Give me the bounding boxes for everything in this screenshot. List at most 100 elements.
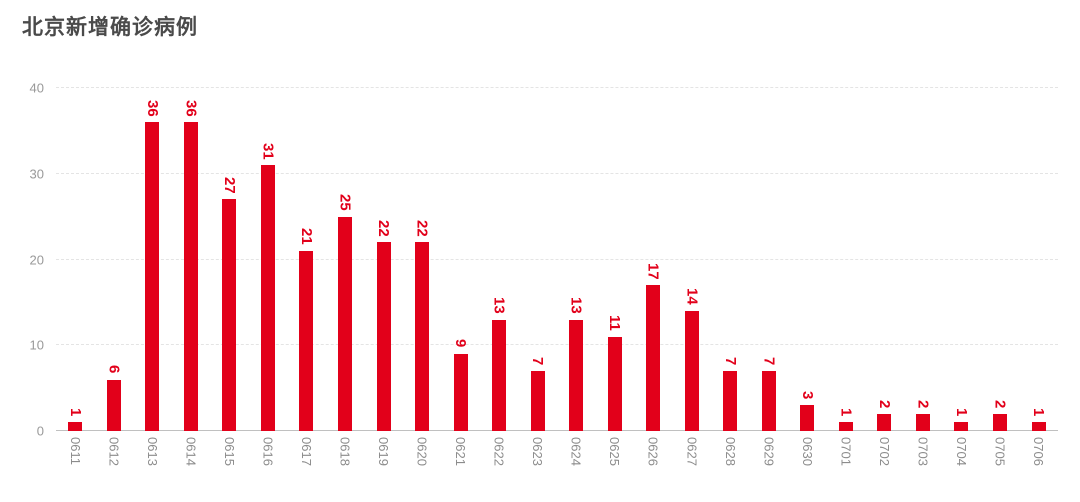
bar-column-0613: 36 bbox=[133, 88, 172, 431]
x-tick-label-0625: 0625 bbox=[607, 437, 623, 466]
bar-value-label-0619: 22 bbox=[375, 219, 393, 237]
bar-column-0623: 7 bbox=[518, 88, 557, 431]
x-tick-cell-0702: 0702 bbox=[865, 437, 904, 466]
y-tick-label-30: 30 bbox=[29, 166, 44, 182]
bar-value-label-0627: 14 bbox=[683, 288, 701, 305]
bar-column-0611: 1 bbox=[56, 88, 95, 431]
bar-0625 bbox=[607, 336, 622, 431]
bar-column-0703: 2 bbox=[904, 88, 943, 431]
x-tick-label-0623: 0623 bbox=[530, 437, 546, 466]
x-tick-cell-0628: 0628 bbox=[711, 437, 750, 466]
x-tick-cell-0617: 0617 bbox=[287, 437, 326, 466]
x-tick-label-0624: 0624 bbox=[568, 437, 584, 466]
y-tick-label-20: 20 bbox=[29, 252, 44, 267]
x-tick-label-0617: 0617 bbox=[298, 437, 314, 466]
bar-column-0704: 1 bbox=[942, 88, 981, 431]
bar-column-0705: 2 bbox=[981, 88, 1020, 431]
y-tick-label-40: 40 bbox=[29, 80, 44, 96]
x-tick-label-0613: 0613 bbox=[144, 437, 160, 466]
bar-0621 bbox=[453, 353, 468, 431]
x-tick-cell-0615: 0615 bbox=[210, 437, 249, 466]
bar-column-0626: 17 bbox=[634, 88, 673, 431]
bar-column-0617: 21 bbox=[287, 88, 326, 431]
bar-0706 bbox=[1031, 422, 1046, 431]
bar-0618 bbox=[337, 216, 352, 431]
x-tick-cell-0621: 0621 bbox=[441, 437, 480, 466]
x-tick-label-0612: 0612 bbox=[106, 437, 122, 466]
bar-column-0706: 1 bbox=[1019, 88, 1058, 431]
y-tick-label-10: 10 bbox=[29, 337, 44, 353]
x-tick-label-0704: 0704 bbox=[953, 437, 969, 466]
bar-value-label-0629: 7 bbox=[760, 356, 778, 365]
x-tick-cell-0701: 0701 bbox=[827, 437, 866, 466]
x-tick-cell-0613: 0613 bbox=[133, 437, 172, 466]
bar-value-label-0623: 7 bbox=[529, 356, 547, 365]
x-tick-cell-0629: 0629 bbox=[750, 437, 789, 466]
gridline-y-20: 20 bbox=[30, 252, 1058, 267]
x-tick-label-0703: 0703 bbox=[915, 437, 931, 466]
x-tick-cell-0625: 0625 bbox=[595, 437, 634, 466]
bar-value-label-0612: 6 bbox=[105, 365, 123, 374]
x-axis-labels: 0611 0612 0613 0614 0615 0616 0617 0618 0619 0620… bbox=[56, 437, 1058, 466]
bar-value-label-0621: 9 bbox=[452, 339, 470, 348]
bar-value-label-0615: 27 bbox=[220, 176, 238, 194]
bar-0613 bbox=[145, 122, 160, 431]
chart-title: 北京新增确诊病例 bbox=[22, 16, 198, 39]
bar-value-label-0622: 13 bbox=[490, 296, 508, 314]
gridline-y-40: 40 bbox=[30, 81, 1058, 96]
bar-value-label-0702: 2 bbox=[875, 399, 893, 408]
x-tick-label-0619: 0619 bbox=[376, 437, 392, 466]
bar-0614 bbox=[183, 122, 198, 431]
bar-value-label-0624: 13 bbox=[567, 296, 585, 314]
bar-column-0625: 11 bbox=[595, 88, 634, 431]
bar-value-label-0625: 11 bbox=[606, 314, 624, 331]
x-tick-cell-0630: 0630 bbox=[788, 437, 827, 466]
x-tick-cell-0622: 0622 bbox=[480, 437, 519, 466]
bar-0620 bbox=[415, 242, 430, 431]
x-tick-label-0629: 0629 bbox=[761, 437, 777, 466]
bar-column-0621: 9 bbox=[441, 88, 480, 431]
bar-0623 bbox=[530, 370, 545, 431]
x-tick-cell-0624: 0624 bbox=[557, 437, 596, 466]
bar-0626 bbox=[646, 285, 661, 431]
bar-column-0622: 13 bbox=[480, 88, 519, 431]
bar-column-0624: 13 bbox=[557, 88, 596, 431]
bar-column-0620: 22 bbox=[403, 88, 442, 431]
bar-series: 1 6 36 36 27 31 21 25 22 22 9 13 7 13 11 17 14 7 7 3 1 2 2 1 2 1 bbox=[56, 88, 1058, 431]
y-tick-label-0: 0 bbox=[36, 423, 44, 439]
bar-column-0701: 1 bbox=[827, 88, 866, 431]
bar-value-label-0616: 31 bbox=[259, 142, 277, 160]
x-tick-label-0620: 0620 bbox=[414, 437, 430, 466]
bar-0616 bbox=[260, 165, 275, 431]
bar-value-label-0626: 17 bbox=[644, 262, 662, 280]
gridline-y-30: 30 bbox=[30, 166, 1058, 181]
bar-value-label-0620: 22 bbox=[413, 219, 431, 237]
bar-0629 bbox=[761, 370, 776, 431]
x-tick-label-0614: 0614 bbox=[183, 437, 199, 466]
bar-0704 bbox=[954, 422, 969, 431]
bar-column-0629: 7 bbox=[750, 88, 789, 431]
bar-value-label-0704: 1 bbox=[952, 408, 970, 417]
x-tick-cell-0619: 0619 bbox=[364, 437, 403, 466]
x-tick-cell-0705: 0705 bbox=[981, 437, 1020, 466]
bar-value-label-0706: 1 bbox=[1030, 408, 1048, 417]
x-tick-label-0616: 0616 bbox=[260, 437, 276, 466]
plot-area: 0 10 20 30 40 1 6 36 36 27 31 21 25 22 22 9 13 7 13 11 17 14… bbox=[30, 81, 1058, 439]
x-tick-cell-0611: 0611 bbox=[56, 437, 95, 466]
x-tick-cell-0703: 0703 bbox=[904, 437, 943, 466]
bar-column-0628: 7 bbox=[711, 88, 750, 431]
bar-value-label-0614: 36 bbox=[182, 99, 200, 117]
bar-0628 bbox=[723, 370, 738, 431]
bar-column-0612: 6 bbox=[95, 88, 134, 431]
x-tick-label-0622: 0622 bbox=[491, 437, 507, 466]
bar-0627 bbox=[684, 310, 699, 431]
gridline-y-10: 10 bbox=[30, 338, 1058, 353]
x-tick-label-0630: 0630 bbox=[799, 437, 815, 466]
x-tick-cell-0612: 0612 bbox=[95, 437, 134, 466]
bar-0611 bbox=[68, 422, 83, 431]
x-tick-cell-0618: 0618 bbox=[326, 437, 365, 466]
bar-0703 bbox=[915, 413, 930, 431]
bar-column-0615: 27 bbox=[210, 88, 249, 431]
bar-0701 bbox=[838, 422, 853, 431]
bar-value-label-0628: 7 bbox=[721, 356, 739, 365]
